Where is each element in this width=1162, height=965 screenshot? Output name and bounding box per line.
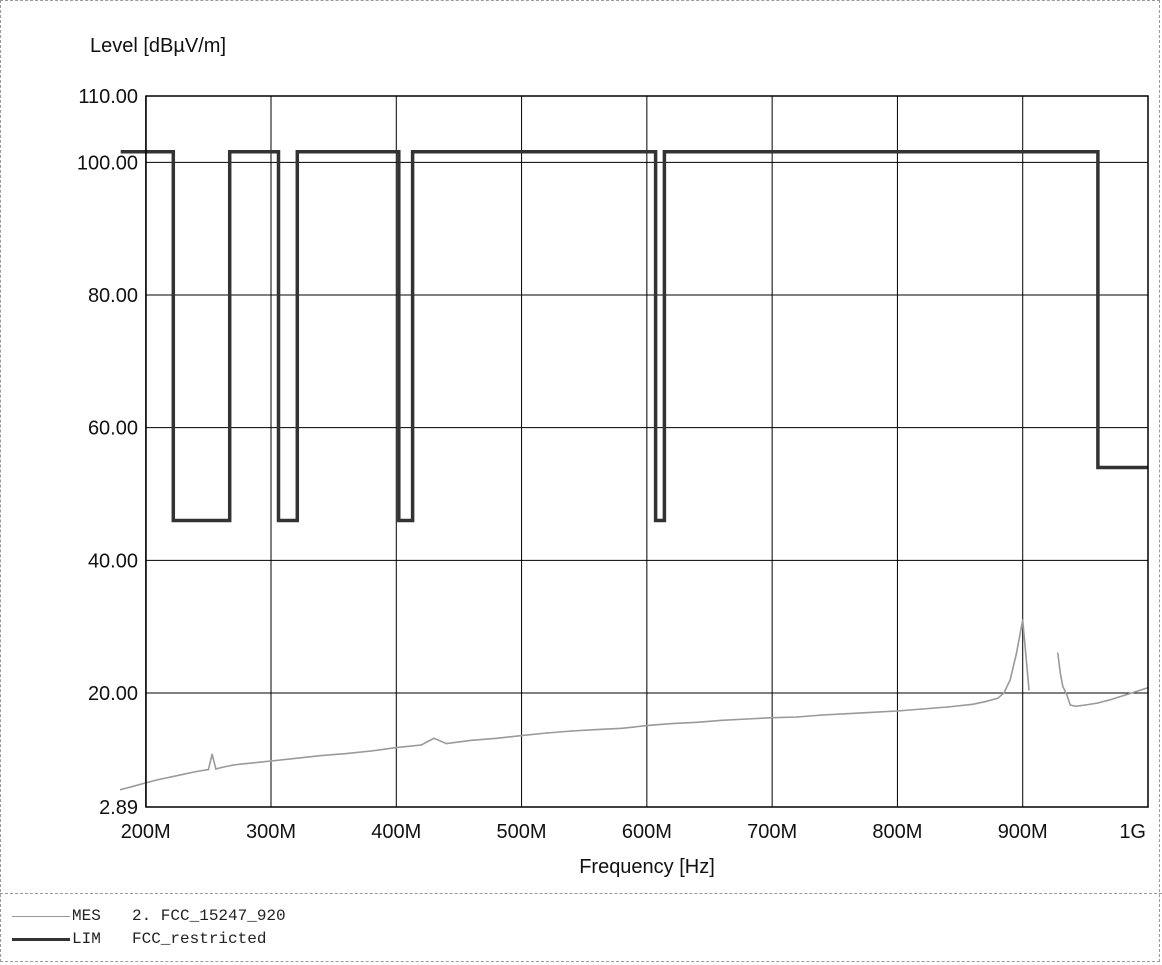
- measurement-point: [570, 730, 573, 732]
- measurement-point: [182, 773, 185, 776]
- measurement-point: [232, 764, 235, 766]
- measurement-point: [1056, 652, 1059, 654]
- measurement-point: [1097, 702, 1099, 704]
- measurement-point: [984, 700, 986, 703]
- measurement-point: [721, 719, 723, 722]
- measurement-point: [195, 770, 197, 773]
- measurement-point: [796, 716, 798, 718]
- measurement-point: [621, 727, 623, 730]
- measurement-point: [1021, 619, 1024, 621]
- measurement-point: [157, 778, 160, 781]
- measurement-point: [395, 746, 398, 749]
- limit-line: [120, 149, 1148, 523]
- plot-border: [145, 95, 1149, 808]
- measurement-point: [132, 785, 134, 788]
- y-axis-label: Level [dBµV/m]: [90, 35, 226, 57]
- measurement-point: [1074, 705, 1077, 708]
- measurement-point: [420, 744, 423, 746]
- measurement-point: [445, 742, 448, 745]
- measurement-point: [520, 734, 523, 737]
- legend-swatch-mes: [12, 915, 70, 917]
- measurement-point: [1122, 694, 1124, 697]
- measurement-point: [257, 761, 260, 764]
- x-axis-label: Frequency [Hz]: [579, 856, 715, 878]
- series-layer: [119, 149, 1149, 791]
- y-tick-label: 80.00: [88, 285, 138, 307]
- measurement-point: [846, 712, 849, 715]
- x-tick-label: 200M: [121, 821, 171, 843]
- measurement-point: [433, 737, 435, 740]
- measurement-point: [1065, 693, 1068, 696]
- y-tick-label: 2.89: [99, 797, 138, 819]
- measurement-point: [495, 737, 498, 740]
- legend-swatch-lim: [12, 937, 70, 941]
- measurement-point: [771, 716, 773, 719]
- measurement-point: [696, 721, 698, 724]
- measurement-line: [120, 619, 1030, 791]
- y-tick-label: 100.00: [77, 152, 138, 174]
- y-tick-label: 110.00: [78, 86, 138, 108]
- grid: [145, 96, 1148, 807]
- y-tick-labels: 2.89 20.00 40.00 60.00 80.00 100.00 110.00: [77, 86, 138, 819]
- measurement-point: [1134, 690, 1137, 693]
- measurement-point: [370, 750, 373, 752]
- measurement-point: [211, 753, 213, 756]
- measurement-point: [220, 766, 222, 769]
- measurement-point: [270, 760, 272, 762]
- measurement-point: [746, 718, 748, 720]
- measurement-point: [896, 710, 899, 712]
- measurement-point: [971, 703, 974, 706]
- legend-code: LIM: [72, 930, 101, 948]
- x-tick-label: 500M: [497, 821, 547, 843]
- measurement-point: [821, 714, 824, 716]
- measurement-point: [470, 739, 473, 742]
- y-tick-label: 40.00: [88, 550, 138, 572]
- measurement-point: [295, 757, 297, 760]
- measurement-point: [207, 768, 210, 771]
- measurement-point: [595, 728, 598, 731]
- measurement-point: [946, 706, 949, 708]
- measurement-point: [1109, 698, 1112, 701]
- measurement-point: [215, 768, 217, 770]
- legend-item-lim: LIM FCC_restricted: [12, 927, 266, 951]
- measurement-point: [1028, 688, 1030, 691]
- measurement-point: [320, 754, 322, 757]
- x-tick-label: 700M: [747, 821, 797, 843]
- legend-code: MES: [72, 907, 101, 925]
- measurement-point: [169, 776, 172, 778]
- measurement-point: [245, 762, 247, 765]
- x-tick-label: 300M: [246, 821, 296, 843]
- legend-item-mes: MES 2. FCC_15247_920: [12, 904, 286, 928]
- x-tick-label: 600M: [622, 821, 672, 843]
- x-tick-label: 400M: [371, 821, 421, 843]
- measurement-point: [1015, 652, 1018, 654]
- measurement-point: [996, 697, 999, 700]
- measurement-point: [1069, 704, 1072, 706]
- measurement-point: [1059, 672, 1062, 674]
- measurement-point: [671, 722, 673, 725]
- y-tick-label: 20.00: [88, 683, 138, 705]
- measurement-point: [921, 708, 924, 710]
- x-tick-label: 900M: [998, 821, 1048, 843]
- measurement-point: [646, 724, 648, 727]
- x-tick-label: 800M: [872, 821, 922, 843]
- measurement-point: [871, 711, 874, 714]
- legend-series-name: 2. FCC_15247_920: [132, 907, 286, 925]
- measurement-point: [345, 752, 347, 755]
- measurement-point: [1062, 685, 1064, 688]
- legend-series-name: FCC_restricted: [132, 930, 267, 948]
- legend: MES 2. FCC_15247_920 LIM FCC_restricted: [0, 893, 1162, 965]
- measurement-point: [119, 788, 122, 791]
- x-tick-labels: 200M 300M 400M 500M 600M 700M 800M 900M 1G: [121, 821, 1146, 843]
- y-tick-label: 60.00: [88, 418, 138, 440]
- x-tick-label: 1G: [1119, 821, 1146, 843]
- measurement-line: [1057, 653, 1149, 708]
- measurement-point: [1009, 678, 1011, 681]
- chart-canvas: Level [dBµV/m] Frequency [Hz] 2.89 20.00 4…: [77, 35, 1149, 878]
- measurement-point: [1003, 692, 1005, 694]
- measurement-point: [1084, 704, 1087, 706]
- measurement-point: [545, 732, 548, 734]
